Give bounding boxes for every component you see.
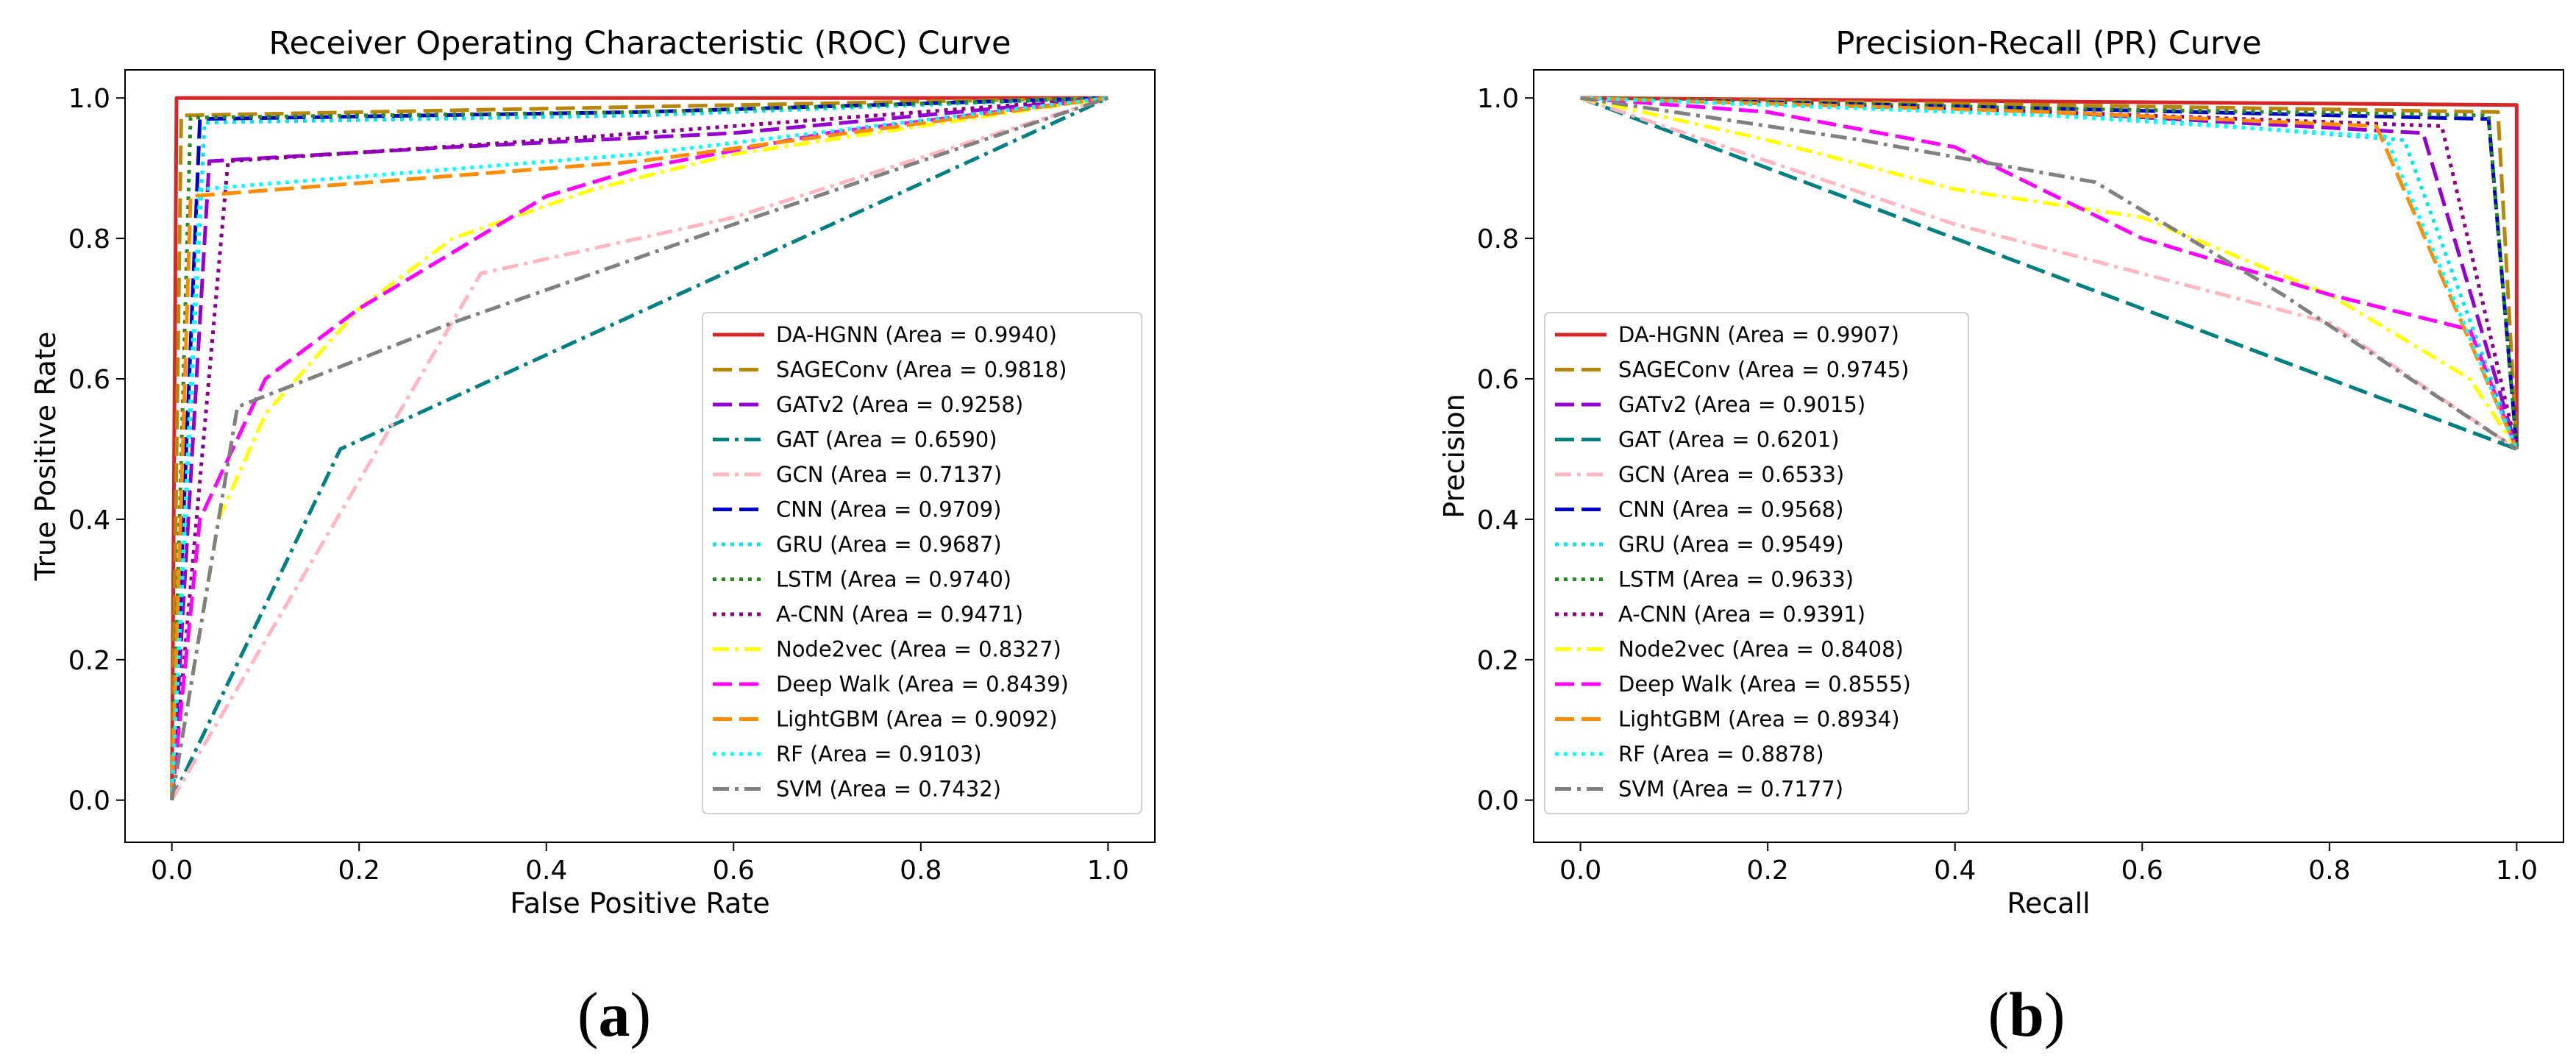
legend: DA-HGNN (Area = 0.9907) SAGEConv (Area = … bbox=[1544, 312, 1969, 814]
x-tick-label: 0.6 bbox=[713, 856, 755, 886]
pr-x-axis-label: Recall bbox=[2007, 887, 2090, 920]
legend-entry: GAT (Area = 0.6201) bbox=[1618, 427, 1840, 452]
series-line-da-hgnn bbox=[170, 96, 1109, 800]
legend-entry: GATv2 (Area = 0.9015) bbox=[1618, 392, 1865, 417]
legend-entry: CNN (Area = 0.9709) bbox=[776, 497, 1001, 522]
legend-entry: RF (Area = 0.8878) bbox=[1618, 741, 1824, 766]
series-lines bbox=[170, 96, 1109, 801]
series-line-lightgbm bbox=[170, 96, 1109, 800]
series-line-da-hgnn bbox=[1580, 96, 2519, 449]
series-line-a-cnn bbox=[170, 96, 1109, 800]
legend-entry: GAT (Area = 0.6590) bbox=[776, 427, 997, 452]
legend-entry: SVM (Area = 0.7177) bbox=[1618, 777, 1843, 802]
legend-entry: CNN (Area = 0.9568) bbox=[1618, 497, 1843, 522]
x-tick-label: 0.8 bbox=[2308, 856, 2350, 886]
legend-entry: GCN (Area = 0.6533) bbox=[1618, 462, 1844, 487]
legend: DA-HGNN (Area = 0.9940) SAGEConv (Area = … bbox=[702, 312, 1142, 814]
x-tick-label: 1.0 bbox=[2496, 856, 2538, 886]
legend-entry: Deep Walk (Area = 0.8555) bbox=[1618, 672, 1911, 697]
y-tick-label: 0.6 bbox=[1477, 365, 1519, 395]
series-line-gat bbox=[1579, 96, 2518, 451]
roc-x-axis-label: False Positive Rate bbox=[510, 887, 769, 920]
legend-entry: GATv2 (Area = 0.9258) bbox=[776, 392, 1023, 417]
legend-box bbox=[1544, 312, 1969, 814]
plot-frame bbox=[124, 69, 1156, 843]
legend-entry: LSTM (Area = 0.9633) bbox=[1618, 567, 1854, 592]
legend-entry: DA-HGNN (Area = 0.9907) bbox=[1618, 322, 1899, 347]
y-tick-label: 1.0 bbox=[1477, 84, 1519, 114]
series-line-lightgbm bbox=[1580, 96, 2519, 450]
x-tick-label: 0.0 bbox=[151, 856, 193, 886]
series-line-svm bbox=[170, 96, 1109, 801]
legend-entry: GCN (Area = 0.7137) bbox=[776, 462, 1002, 487]
x-tick-label: 0.4 bbox=[1934, 856, 1976, 886]
legend-entry: GRU (Area = 0.9549) bbox=[1618, 532, 1844, 557]
legend-entry: RF (Area = 0.9103) bbox=[776, 741, 982, 766]
plot-frame bbox=[1533, 69, 2564, 843]
y-tick-label: 0.2 bbox=[68, 646, 110, 676]
roc-plot-area: 0.0 0.2 0.4 0.6 0.8 1.0 0.0 0.2 0.4 0.6 0.8 1.0 DA-H… bbox=[68, 69, 1156, 886]
legend-entry: SAGEConv (Area = 0.9745) bbox=[1618, 358, 1909, 383]
legend-entry: A-CNN (Area = 0.9391) bbox=[1618, 602, 1865, 627]
legend-entry: LightGBM (Area = 0.8934) bbox=[1618, 707, 1900, 732]
y-tick-label: 0.0 bbox=[68, 786, 110, 817]
series-line-node2vec bbox=[1580, 96, 2519, 450]
panel-label-a: (a) bbox=[577, 979, 651, 1050]
legend-entry: Deep Walk (Area = 0.8439) bbox=[776, 672, 1069, 697]
x-tick-label: 0.2 bbox=[1747, 856, 1789, 886]
series-line-rf bbox=[1580, 96, 2519, 450]
legend-entry: SVM (Area = 0.7432) bbox=[776, 777, 1001, 802]
legend-box bbox=[702, 312, 1142, 814]
y-tick-label: 0.4 bbox=[1477, 505, 1519, 536]
y-tick-label: 0.2 bbox=[1477, 646, 1519, 676]
y-tick-label: 1.0 bbox=[68, 84, 110, 114]
y-tick-label: 0.4 bbox=[68, 505, 110, 536]
pr-chart: Precision-Recall (PR) Curve 0.0 0.2 0.4 0.6… bbox=[1438, 25, 2564, 920]
series-line-svm bbox=[1580, 96, 2518, 451]
legend-entry: A-CNN (Area = 0.9471) bbox=[776, 602, 1023, 627]
legend-entry: Node2vec (Area = 0.8327) bbox=[776, 637, 1061, 662]
legend-entry: SAGEConv (Area = 0.9818) bbox=[776, 358, 1067, 383]
legend-entry: LSTM (Area = 0.9740) bbox=[776, 567, 1011, 592]
legend-entry: Node2vec (Area = 0.8408) bbox=[1618, 637, 1904, 662]
pr-chart-title: Precision-Recall (PR) Curve bbox=[1835, 25, 2261, 62]
series-lines bbox=[1579, 96, 2519, 451]
pr-y-axis-label: Precision bbox=[1438, 394, 1470, 519]
y-tick-label: 0.8 bbox=[68, 224, 110, 255]
series-line-node2vec bbox=[170, 96, 1109, 801]
series-line-sageconv bbox=[1580, 96, 2519, 449]
legend-entry: DA-HGNN (Area = 0.9940) bbox=[776, 322, 1057, 347]
series-line-sageconv bbox=[170, 96, 1109, 800]
roc-y-axis-label: True Positive Rate bbox=[29, 332, 62, 582]
x-tick-label: 0.6 bbox=[2121, 856, 2163, 886]
legend-entry: GRU (Area = 0.9687) bbox=[776, 532, 1002, 557]
legend-entry: LightGBM (Area = 0.9092) bbox=[776, 707, 1058, 732]
x-tick-label: 0.4 bbox=[525, 856, 567, 886]
series-line-rf bbox=[170, 96, 1109, 800]
x-tick-label: 1.0 bbox=[1087, 856, 1129, 886]
x-tick-label: 0.2 bbox=[338, 856, 380, 886]
y-tick-label: 0.0 bbox=[1477, 786, 1519, 817]
series-line-gcn bbox=[1579, 96, 2518, 451]
series-line-gat bbox=[170, 96, 1109, 801]
roc-chart-title: Receiver Operating Characteristic (ROC) … bbox=[269, 25, 1011, 62]
y-tick-label: 0.8 bbox=[1477, 224, 1519, 255]
y-tick-label: 0.6 bbox=[68, 365, 110, 395]
roc-chart: Receiver Operating Characteristic (ROC) … bbox=[29, 25, 1156, 920]
series-line-gatv2 bbox=[1580, 96, 2519, 450]
x-tick-label: 0.0 bbox=[1559, 856, 1601, 886]
pr-plot-area: 0.0 0.2 0.4 0.6 0.8 1.0 0.0 0.2 0.4 0.6 0.8 1.0 DA-H… bbox=[1477, 69, 2564, 886]
x-tick-label: 0.8 bbox=[900, 856, 942, 886]
panel-label-b: (b) bbox=[1988, 979, 2065, 1050]
series-line-deep bbox=[1580, 96, 2519, 450]
series-line-gcn bbox=[170, 96, 1109, 801]
